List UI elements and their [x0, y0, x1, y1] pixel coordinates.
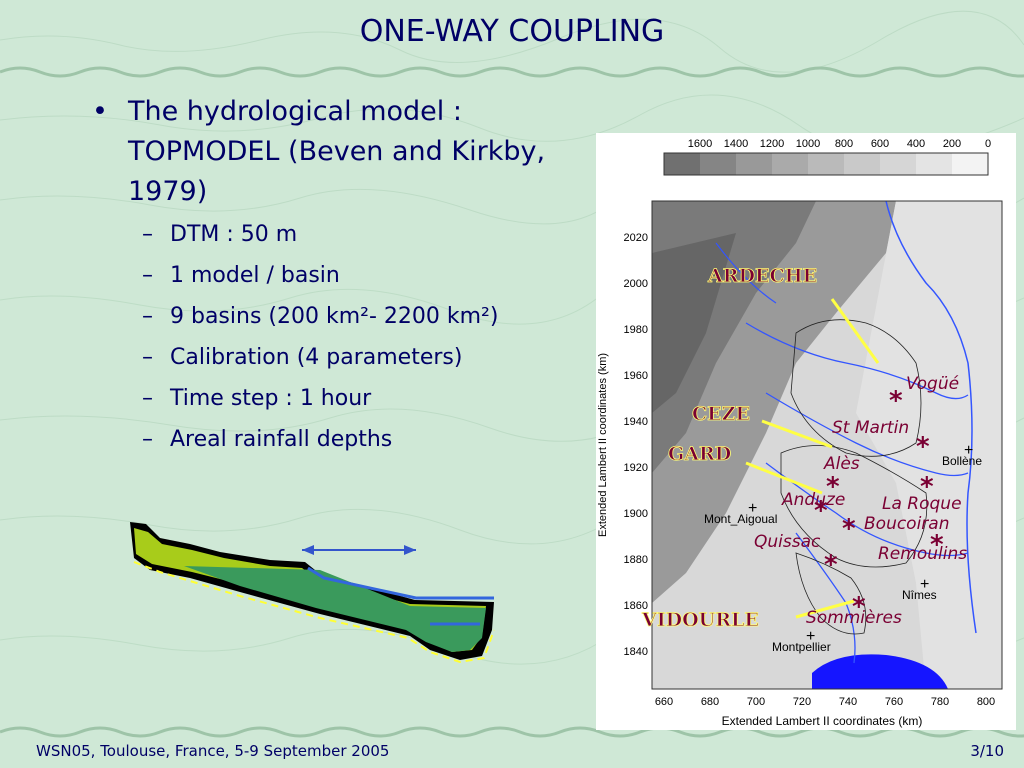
sub-bullet-text: 9 basins (200 km²- 2200 km²)	[170, 304, 499, 329]
plus-icon: +	[964, 442, 973, 459]
y-tick-label: 2000	[624, 278, 648, 290]
main-bullet-text: The hydrological model : TOPMODEL (Beven…	[128, 96, 546, 207]
station-labels: Vogüé St Martin Alès Anduze La Roque Bou…	[754, 374, 967, 628]
river-label: VIDOURLE	[641, 609, 759, 631]
y-tick-label: 1860	[624, 600, 648, 612]
x-tick-label: 740	[839, 696, 857, 708]
star-icon: *	[916, 432, 930, 462]
star-icon: *	[824, 550, 838, 580]
legend-tick: 0	[985, 138, 991, 150]
city-label: Bollène	[942, 454, 982, 468]
station-label: Boucoiran	[864, 514, 950, 534]
arrow-left-head	[302, 545, 314, 555]
bottom-wave-divider	[0, 726, 1024, 738]
basin-map-figure: 1600 1400 1200 1000 800 600 400 200 0	[596, 133, 1016, 730]
y-tick-label: 1940	[624, 416, 648, 428]
legend-tick: 1200	[760, 138, 784, 150]
footer-conference: WSN05, Toulouse, France, 5-9 September 2…	[36, 742, 390, 760]
legend-tick: 200	[943, 138, 961, 150]
sub-bullet: – DTM : 50 m	[142, 222, 298, 247]
city-label: Mont_Aigoual	[704, 512, 777, 526]
star-icon: *	[826, 472, 840, 502]
star-icon: *	[930, 530, 944, 560]
sub-bullet-text: 1 model / basin	[170, 263, 340, 288]
x-axis-label: Extended Lambert II coordinates (km)	[722, 714, 923, 728]
elevation-legend: 1600 1400 1200 1000 800 600 400 200 0	[663, 138, 991, 176]
y-tick-label: 1980	[624, 324, 648, 336]
station-label: Anduze	[781, 490, 845, 510]
plus-icon: +	[806, 628, 815, 645]
legend-tick: 400	[907, 138, 925, 150]
x-tick-label: 720	[793, 696, 811, 708]
plus-icon: +	[920, 576, 929, 593]
y-axis-label: Extended Lambert II coordinates (km)	[597, 353, 609, 537]
x-tick-label: 760	[885, 696, 903, 708]
star-icon: *	[920, 472, 934, 502]
y-tick-label: 1880	[624, 554, 648, 566]
river-label: GARD	[668, 443, 731, 465]
groundwater-zone	[184, 566, 486, 652]
station-markers: * * * * * * * * *	[814, 386, 944, 622]
station-label: Quissac	[754, 532, 821, 552]
station-label: Remoulins	[878, 544, 967, 564]
star-icon: *	[842, 514, 856, 544]
sub-bullet: – Calibration (4 parameters)	[142, 345, 463, 370]
x-tick-label: 780	[931, 696, 949, 708]
station-label: Sommières	[806, 608, 902, 628]
y-tick-label: 1960	[624, 370, 648, 382]
river-pointers	[745, 298, 880, 619]
legend-tick: 800	[835, 138, 853, 150]
sub-bullet-text: Areal rainfall depths	[170, 427, 393, 452]
sub-bullet-text: DTM : 50 m	[170, 222, 298, 247]
legend-tick: 1400	[724, 138, 748, 150]
arrow-right-head	[404, 545, 416, 555]
relief-map	[651, 200, 1003, 690]
map-svg: 1600 1400 1200 1000 800 600 400 200 0	[597, 138, 1003, 728]
legend-tick: 1600	[688, 138, 712, 150]
station-label: Vogüé	[906, 374, 959, 394]
water-table-line	[307, 566, 494, 600]
y-tick-label: 1840	[624, 646, 648, 658]
top-wave-divider	[0, 66, 1024, 78]
station-label: St Martin	[832, 418, 909, 438]
station-label: Alès	[823, 454, 860, 474]
hillslope-diagram	[130, 522, 495, 664]
star-icon: *	[889, 386, 903, 416]
sub-bullet-text: Calibration (4 parameters)	[170, 345, 463, 370]
sub-bullet: –9 basins (200 km²- 2200 km²)	[142, 304, 499, 329]
y-axis: 2020 2000 1980 1960 1940 1920 1900 1880 …	[624, 232, 648, 658]
bullet-list: • The hydrological model : TOPMODEL (Bev…	[92, 92, 612, 460]
x-tick-label: 660	[655, 696, 673, 708]
main-bullet: • The hydrological model : TOPMODEL (Bev…	[92, 92, 612, 212]
sub-bullet-text: Time step : 1 hour	[170, 386, 372, 411]
y-tick-label: 2020	[624, 232, 648, 244]
city-label: Nîmes	[902, 588, 937, 602]
bullet-dot-icon: •	[92, 96, 108, 127]
city-label: Montpellier	[772, 640, 831, 654]
y-tick-label: 1920	[624, 462, 648, 474]
river-label: ARDECHE	[707, 265, 817, 287]
plus-icon: +	[748, 500, 757, 517]
legend-tick: 600	[871, 138, 889, 150]
legend-tick: 1000	[796, 138, 820, 150]
star-icon: *	[852, 592, 866, 622]
x-tick-label: 700	[747, 696, 765, 708]
y-tick-label: 1900	[624, 508, 648, 520]
footer-page-number: 3/10	[970, 742, 1004, 760]
slide-title: ONE-WAY COUPLING	[359, 14, 665, 49]
river-labels: ARDECHE CEZE GARD VIDOURLE	[641, 265, 818, 632]
star-icon: *	[814, 496, 828, 526]
x-tick-label: 680	[701, 696, 719, 708]
sub-bullet: – Areal rainfall depths	[142, 427, 393, 452]
city-labels: + Bollène + Mont_Aigoual + Nîmes + Montp…	[704, 442, 982, 654]
river-label: CEZE	[692, 403, 750, 425]
x-tick-label: 800	[977, 696, 995, 708]
station-label: La Roque	[882, 494, 962, 514]
x-axis: 660 680 700 720 740 760 780 800	[655, 696, 995, 708]
sub-bullet: –1 model / basin	[142, 263, 340, 288]
sub-bullet-list: – DTM : 50 m –1 model / basin –9 basins (…	[92, 214, 612, 460]
sub-bullet: – Time step : 1 hour	[142, 386, 372, 411]
